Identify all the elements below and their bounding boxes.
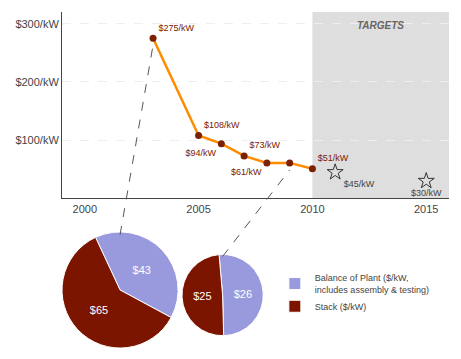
svg-text:$61/kW: $61/kW [231, 167, 262, 177]
svg-text:TARGETS: TARGETS [357, 20, 404, 31]
svg-text:$275/kW: $275/kW [158, 23, 194, 33]
svg-text:$26: $26 [234, 288, 252, 300]
svg-text:Balance of Plant ($/kW,include: Balance of Plant ($/kW,includes assembly… [315, 273, 429, 295]
svg-text:2015: 2015 [414, 203, 438, 215]
svg-text:$73/kW: $73/kW [249, 140, 280, 150]
svg-text:$200/kW: $200/kW [15, 76, 59, 88]
svg-text:$51/kW: $51/kW [318, 153, 349, 163]
svg-text:$94/kW: $94/kW [185, 148, 216, 158]
svg-text:$108/kW: $108/kW [204, 120, 240, 130]
svg-text:$300/kW: $300/kW [15, 18, 59, 30]
svg-text:$43: $43 [133, 264, 151, 276]
svg-text:$65: $65 [90, 304, 108, 316]
svg-text:Stack ($/kW): Stack ($/kW) [315, 302, 367, 312]
svg-text:2005: 2005 [186, 203, 210, 215]
svg-text:$30/kW: $30/kW [411, 188, 442, 198]
svg-text:2000: 2000 [73, 203, 97, 215]
svg-text:2010: 2010 [300, 203, 324, 215]
svg-text:$100/kW: $100/kW [15, 134, 59, 146]
svg-text:$45/kW: $45/kW [344, 179, 375, 189]
svg-text:$25: $25 [193, 290, 211, 302]
